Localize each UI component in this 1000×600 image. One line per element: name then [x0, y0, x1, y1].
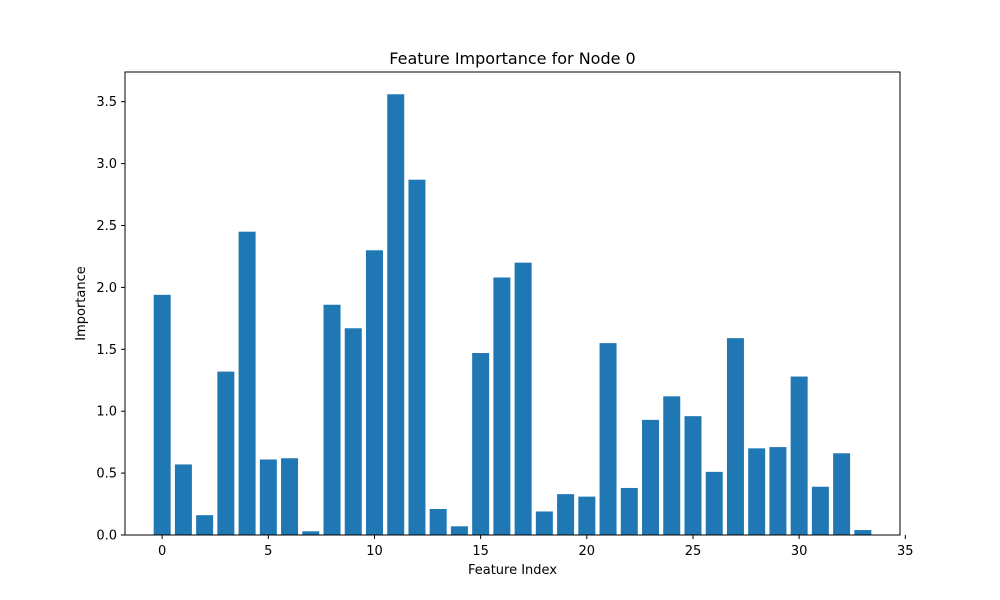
x-tick-label: 25 — [685, 544, 702, 559]
x-tick-label: 35 — [897, 544, 914, 559]
x-tick-label: 20 — [579, 544, 596, 559]
bar-feature-3 — [217, 371, 235, 535]
bar-feature-13 — [429, 509, 447, 535]
y-axis-label: Importance — [74, 266, 89, 341]
y-tick-label: 0.0 — [96, 529, 117, 544]
bar-feature-11 — [387, 94, 405, 535]
x-tick-label: 0 — [158, 544, 166, 559]
bar-feature-4 — [238, 231, 256, 535]
chart-title: Feature Importance for Node 0 — [389, 49, 635, 68]
x-tick-label: 10 — [366, 544, 383, 559]
bar-feature-28 — [748, 448, 766, 535]
bar-feature-29 — [769, 447, 787, 535]
bar-feature-2 — [196, 515, 214, 535]
bar-feature-32 — [833, 453, 851, 535]
y-tick-label: 0.5 — [96, 467, 117, 482]
y-axis-ticks: 0.0 0.5 1.0 1.5 2.0 2.5 3.0 3.5 — [96, 95, 125, 544]
bar-feature-14 — [450, 526, 468, 535]
y-tick-label: 3.5 — [96, 95, 117, 110]
y-tick-label: 3.0 — [96, 157, 117, 172]
bar-feature-8 — [323, 304, 341, 535]
x-axis-ticks: 0 5 10 15 20 25 30 35 — [158, 535, 914, 559]
bar-feature-15 — [472, 353, 490, 535]
y-tick-label: 1.5 — [96, 343, 117, 358]
x-tick-label: 15 — [472, 544, 489, 559]
x-tick-label: 30 — [791, 544, 808, 559]
bar-feature-31 — [811, 486, 829, 535]
bar-feature-5 — [259, 459, 277, 535]
bar-feature-21 — [599, 343, 617, 535]
bar-feature-16 — [493, 277, 511, 535]
bar-feature-9 — [344, 328, 362, 535]
bar-feature-17 — [514, 262, 532, 535]
bar-feature-30 — [790, 376, 808, 535]
bar-feature-33 — [854, 530, 872, 535]
plot-frame — [124, 71, 901, 536]
bar-feature-19 — [557, 494, 575, 535]
bar-feature-1 — [174, 464, 192, 535]
y-tick-label: 2.0 — [96, 281, 117, 296]
bars-group — [153, 94, 872, 535]
bar-feature-6 — [281, 458, 299, 535]
bar-feature-0 — [153, 294, 171, 535]
bar-feature-18 — [535, 511, 553, 535]
bar-feature-10 — [365, 250, 383, 535]
bar-feature-7 — [302, 531, 320, 535]
bar-feature-26 — [705, 471, 723, 535]
bar-feature-23 — [642, 419, 660, 535]
bar-feature-20 — [578, 496, 596, 535]
x-tick-label: 5 — [264, 544, 272, 559]
x-axis-label: Feature Index — [468, 563, 557, 578]
y-tick-label: 1.0 — [96, 405, 117, 420]
bar-feature-24 — [663, 396, 681, 535]
y-tick-label: 2.5 — [96, 219, 117, 234]
bar-feature-12 — [408, 179, 426, 535]
bar-feature-25 — [684, 416, 702, 535]
bar-feature-27 — [726, 338, 744, 535]
bar-feature-22 — [620, 487, 638, 535]
